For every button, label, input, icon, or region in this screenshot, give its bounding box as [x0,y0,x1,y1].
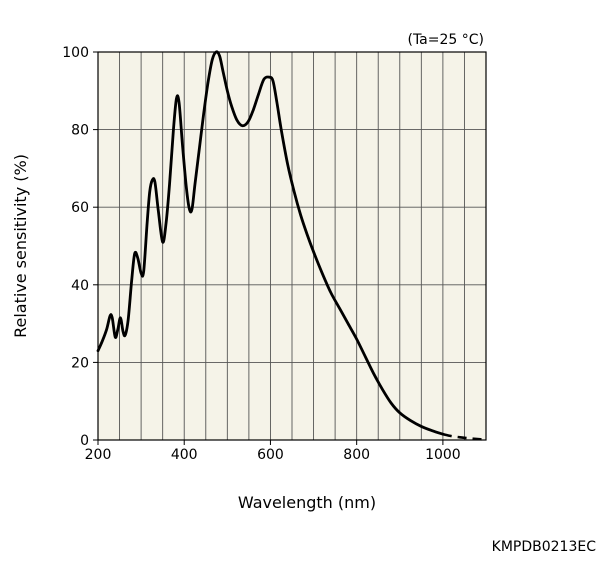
figure-code: KMPDB0213EC [492,539,597,555]
plot-border [97,51,487,441]
y-tick-label: 20 [71,355,89,371]
condition-annotation: (Ta=25 °C) [407,32,484,48]
y-tick-label: 60 [71,200,89,216]
y-tick-label: 40 [71,278,89,294]
y-tick-label: 80 [71,123,89,139]
x-tick-label: 200 [85,447,112,463]
series-line-dashed [442,432,487,441]
y-tick-label: 0 [80,433,89,449]
y-axis-ticks: 0 20 40 60 80 100 [62,45,98,449]
grid-lines [98,52,486,440]
y-axis-title: Relative sensitivity (%) [11,154,30,338]
x-tick-label: 800 [343,447,370,463]
x-axis-title: Wavelength (nm) [238,493,376,512]
series-line-solid [96,50,445,436]
x-axis-ticks: 200 400 600 800 1000 [85,440,461,463]
x-tick-label: 600 [257,447,284,463]
y-tick-label: 100 [62,45,89,61]
x-tick-label: 1000 [425,447,461,463]
x-tick-label: 400 [171,447,198,463]
